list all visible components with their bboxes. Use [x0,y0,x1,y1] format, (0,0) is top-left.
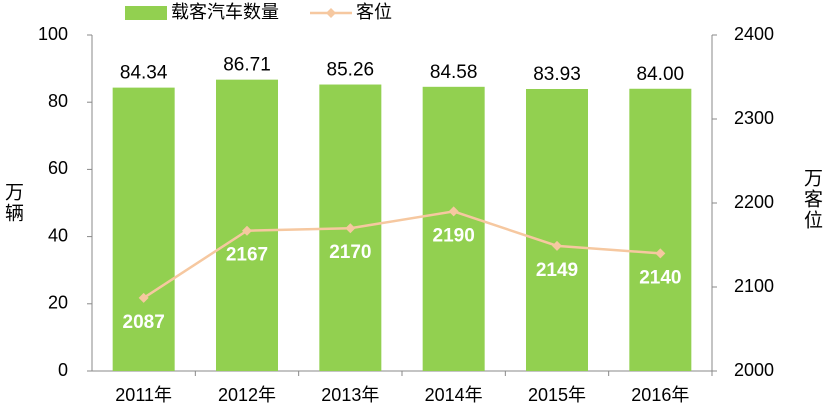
line-value-label: 2149 [536,260,578,281]
line-marker [448,206,459,217]
x-tick-label: 2014年 [425,385,483,405]
bar [526,88,588,371]
line-value-label: 2170 [329,242,371,263]
y-tick-label: 40 [48,225,68,245]
x-tick-label: 2016年 [631,385,689,405]
bar-value-label: 83.93 [533,64,581,85]
line [142,210,661,299]
y2-tick-label: 2000 [734,360,774,380]
y-axis-label: 万辆 [2,182,23,224]
bar-value-label: 86.71 [223,55,271,76]
x-tick-label: 2013年 [321,385,379,405]
bar-value-label: 84.00 [637,64,685,85]
legend-label: 载客汽车数量 [171,2,279,22]
y2-tick-label: 2300 [734,108,774,128]
line-value-label: 2140 [639,267,681,288]
line-marker [242,225,252,236]
line-value-label: 2167 [226,245,268,266]
y2-tick-label: 2100 [734,276,774,296]
legend-swatch [125,6,167,20]
y-tick-label: 60 [48,158,68,178]
line-marker [552,240,562,251]
line-value-label: 2087 [123,312,165,333]
bar-value-label: 84.58 [430,62,478,83]
bar [629,88,692,371]
y-tick-label: 80 [48,91,68,111]
x-tick-label: 2015年 [528,385,586,405]
y-tick-label: 0 [58,360,68,380]
bar [422,86,485,371]
bar-value-label: 85.26 [327,60,375,81]
y2-axis-label: 万客位 [801,168,822,231]
line-marker [138,292,149,303]
line-value-label: 2190 [433,225,475,246]
bar-value-label: 84.34 [120,63,168,84]
line-marker [655,248,666,259]
legend-label: 客位 [356,2,392,22]
bar [216,79,278,371]
y-tick-label: 100 [38,24,68,44]
line-marker [345,223,356,234]
x-tick-label: 2011年 [115,385,172,405]
bar [112,87,175,371]
y2-tick-label: 2400 [734,24,774,44]
y2-tick-label: 2200 [734,192,774,212]
legend-marker [326,8,336,18]
y-tick-label: 20 [48,293,68,313]
x-tick-label: 2012年 [218,385,276,405]
